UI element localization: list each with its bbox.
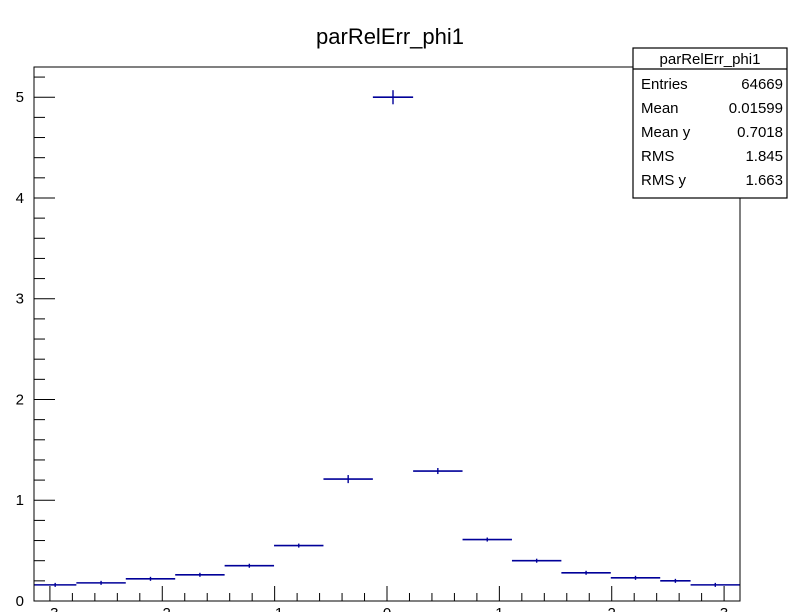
stats-value-mean-y: 0.7018 (737, 124, 783, 141)
histogram-bin (511, 558, 562, 563)
y-tick-label: 4 (16, 190, 24, 207)
stats-label-mean-y: Mean y (641, 124, 691, 141)
stats-box-border (632, 47, 788, 199)
chart-title: parRelErr_phi1 (316, 24, 464, 49)
stats-box-title: parRelErr_phi1 (660, 51, 761, 68)
axis-ticks: −3 −2 −1 0 1 2 3 0 1 2 3 4 5 (16, 76, 728, 612)
histogram-bins (34, 90, 740, 587)
y-tick-label: 1 (16, 492, 24, 509)
histogram-bin (561, 570, 611, 575)
histogram-bin (690, 582, 740, 587)
histogram-bin (462, 537, 512, 542)
histogram-bin (610, 575, 661, 580)
x-tick-label: −2 (154, 605, 171, 612)
y-tick-label: 3 (16, 291, 24, 308)
x-tick-label: 1 (495, 605, 503, 612)
y-tick-label: 0 (16, 593, 24, 610)
histogram-bin (372, 90, 414, 105)
stats-label-entries: Entries (641, 76, 688, 93)
stats-value-rms-y: 1.663 (745, 172, 783, 189)
histogram-bin (125, 576, 176, 581)
histogram-bin (224, 563, 275, 568)
histogram-bin (323, 475, 373, 484)
y-tick-label: 2 (16, 391, 24, 408)
histogram-bin (175, 572, 225, 577)
x-tick-label: 0 (383, 605, 391, 612)
histogram-bin (413, 468, 463, 475)
histogram-bin (274, 543, 324, 548)
stats-label-rms: RMS (641, 148, 674, 165)
y-tick-label: 5 (16, 89, 24, 106)
stats-value-mean: 0.01599 (729, 100, 783, 117)
x-tick-label: −1 (266, 605, 283, 612)
histogram-bin (76, 580, 126, 585)
histogram-bin (34, 582, 77, 587)
x-tick-label: −3 (41, 605, 58, 612)
stats-value-rms: 1.845 (745, 148, 783, 165)
plot-frame (33, 66, 741, 602)
stats-box: parRelErr_phi1 Entries 64669 Mean 0.0159… (632, 47, 788, 199)
histogram-bin (660, 578, 691, 583)
stats-label-mean: Mean (641, 100, 679, 117)
stats-value-entries: 64669 (741, 76, 783, 93)
stats-label-rms-y: RMS y (641, 172, 687, 189)
x-tick-label: 3 (720, 605, 728, 612)
x-tick-label: 2 (608, 605, 616, 612)
